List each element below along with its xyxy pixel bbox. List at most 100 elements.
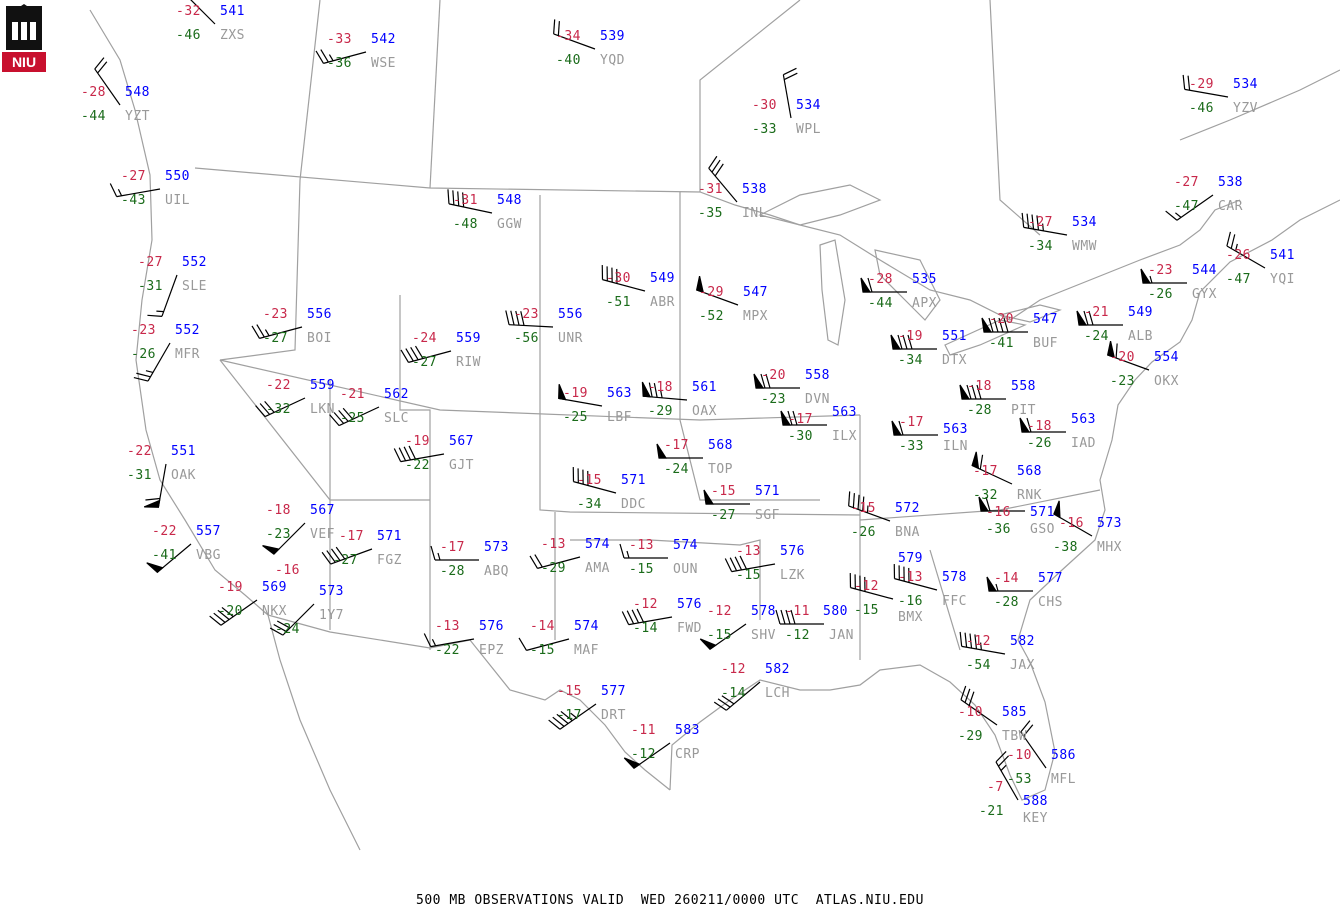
- station-id: RNK: [1017, 488, 1042, 503]
- station-height: 544: [1192, 263, 1217, 278]
- station-temp: -18: [967, 379, 992, 394]
- station-temp: -28: [868, 272, 893, 287]
- barb-full: [775, 609, 781, 625]
- station-height: 588: [1023, 794, 1048, 809]
- station-height: 551: [942, 329, 967, 344]
- station-temp: -12: [633, 597, 658, 612]
- barb-full: [907, 334, 913, 350]
- station-height: 549: [1128, 305, 1153, 320]
- station-height: 573: [484, 540, 509, 555]
- barb-full: [534, 554, 543, 568]
- station-dewpoint: -54: [966, 658, 991, 673]
- barb-staff: [1023, 226, 1068, 236]
- wind-barb: [621, 608, 673, 626]
- wind-barb: [1226, 231, 1266, 269]
- station-temp: -27: [1174, 175, 1199, 190]
- barb-full: [739, 555, 747, 570]
- station-height: 574: [673, 538, 698, 553]
- station-dewpoint: -46: [176, 28, 201, 43]
- station-dewpoint: -47: [1174, 199, 1199, 214]
- barb-full: [792, 410, 798, 426]
- barb-staff: [995, 761, 1019, 801]
- barb-half: [431, 638, 437, 647]
- wind-barb: [775, 609, 824, 625]
- barb-full: [621, 611, 630, 625]
- station-id: JAN: [829, 628, 854, 643]
- barb-full: [898, 420, 904, 436]
- station-dewpoint: -30: [788, 429, 813, 444]
- station-dewpoint: -26: [851, 525, 876, 540]
- station-id: FWD: [677, 621, 702, 636]
- station-height: 534: [1072, 215, 1097, 230]
- station-dewpoint: -51: [606, 295, 631, 310]
- barb-full: [1083, 310, 1089, 326]
- barb-full: [1165, 210, 1178, 221]
- barb-full: [213, 612, 226, 623]
- wind-barb: [1165, 194, 1214, 221]
- barb-full: [966, 384, 972, 400]
- station-temp: -29: [699, 285, 724, 300]
- barb-flag: [703, 489, 715, 505]
- barb-full: [790, 609, 796, 625]
- station-id: MFR: [175, 347, 200, 362]
- barb-full: [862, 496, 865, 512]
- barb-half: [1234, 243, 1238, 252]
- station-dewpoint: -15: [629, 562, 654, 577]
- barb-full: [897, 334, 903, 350]
- barb-flag: [262, 545, 281, 555]
- barb-staff: [338, 406, 380, 427]
- barb-full: [393, 448, 402, 462]
- barb-flag: [558, 383, 567, 401]
- barb-full: [423, 633, 432, 647]
- wind-barb: [849, 573, 894, 600]
- station-id: VBG: [196, 548, 221, 563]
- barb-full: [1021, 212, 1025, 228]
- station-dewpoint: -21: [979, 804, 1004, 819]
- station-temp: -27: [1028, 215, 1053, 230]
- station-dewpoint: -20: [218, 604, 243, 619]
- station-temp: -34: [556, 29, 581, 44]
- station-dewpoint: -12: [785, 628, 810, 643]
- station-temp: -16: [1059, 516, 1084, 531]
- station-height: 567: [310, 503, 335, 518]
- barb-full: [147, 314, 162, 317]
- barb-staff: [628, 616, 673, 626]
- station-id: OAX: [692, 404, 717, 419]
- station-height: 541: [220, 4, 245, 19]
- station-id: VEF: [310, 527, 335, 542]
- barb-half: [866, 505, 869, 513]
- station-height: 583: [675, 723, 700, 738]
- station-id: LZK: [780, 568, 805, 583]
- wind-barb: [447, 189, 493, 214]
- station-id: YZT: [125, 109, 150, 124]
- lake-superior: [758, 184, 882, 226]
- station-height: 559: [310, 378, 335, 393]
- station-temp: -11: [785, 604, 810, 619]
- station-id: ABR: [650, 295, 675, 310]
- barb-full: [552, 716, 565, 727]
- station-dewpoint: -26: [1027, 436, 1052, 451]
- station-dewpoint: -36: [986, 522, 1011, 537]
- barb-full: [1230, 234, 1236, 249]
- barb-staff: [573, 481, 617, 494]
- barb-full: [971, 384, 977, 400]
- barb-flag: [890, 334, 902, 350]
- barb-full: [505, 310, 510, 325]
- station-height: 573: [1097, 516, 1122, 531]
- station-height: 547: [1033, 312, 1058, 327]
- barb-full: [457, 191, 460, 206]
- station-dewpoint: -34: [898, 353, 923, 368]
- barb-half: [570, 712, 577, 719]
- barb-staff: [553, 33, 596, 50]
- station-dewpoint: -47: [1226, 272, 1251, 287]
- barb-staff: [1176, 194, 1214, 221]
- barb-full: [985, 496, 991, 512]
- barb-full: [619, 543, 625, 559]
- barb-full: [714, 163, 724, 177]
- barb-full: [1020, 720, 1031, 733]
- station-height: 541: [1270, 248, 1295, 263]
- barb-half: [995, 583, 999, 592]
- barb-flag: [1019, 417, 1031, 433]
- barb-full: [713, 701, 727, 711]
- barb-staff: [220, 599, 258, 626]
